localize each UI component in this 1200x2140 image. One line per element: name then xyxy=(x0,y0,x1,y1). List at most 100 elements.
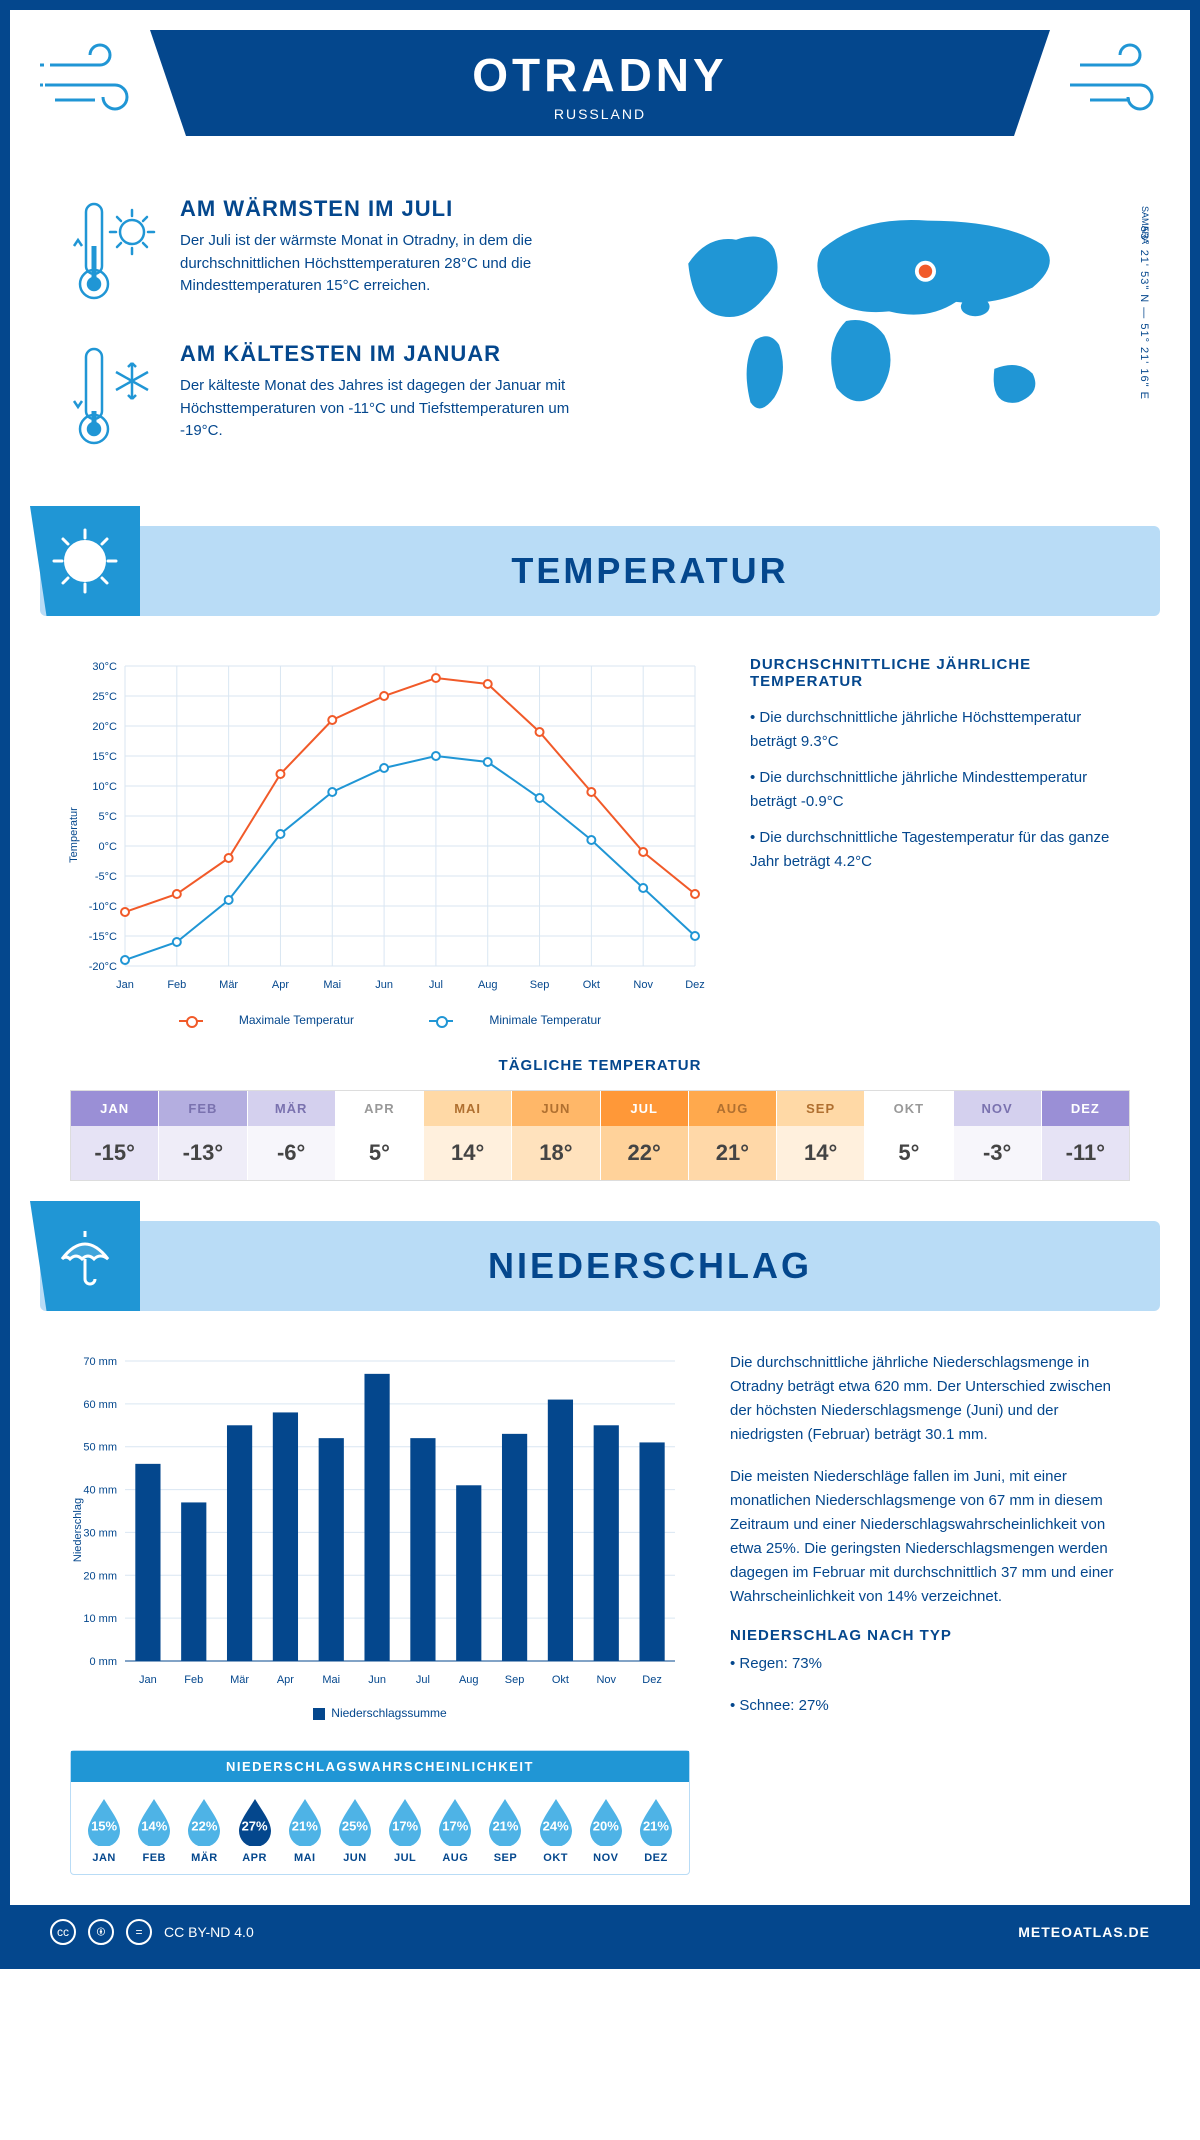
temperature-summary: DURCHSCHNITTLICHE JÄHRLICHE TEMPERATUR •… xyxy=(750,656,1130,1027)
drop-cell: 21%DEZ xyxy=(631,1796,681,1864)
precipitation-title: NIEDERSCHLAG xyxy=(140,1245,1160,1287)
coldest-fact: AM KÄLTESTEN IM JANUAR Der kälteste Mona… xyxy=(70,341,610,456)
license: cc 🅯 = CC BY-ND 4.0 xyxy=(50,1919,254,1945)
svg-text:Jul: Jul xyxy=(416,1674,430,1686)
precipitation-summary: Die durchschnittliche jährliche Niedersc… xyxy=(730,1351,1130,1875)
month-cell: AUG21° xyxy=(689,1091,777,1180)
svg-text:25°C: 25°C xyxy=(92,691,117,703)
svg-text:Sep: Sep xyxy=(505,1674,525,1686)
coordinates: 53° 21' 53" N — 51° 21' 16" E xyxy=(1138,226,1150,400)
footer: cc 🅯 = CC BY-ND 4.0 METEOATLAS.DE xyxy=(10,1905,1190,1959)
precip-type: • Schnee: 27% xyxy=(730,1694,1130,1718)
svg-text:5°C: 5°C xyxy=(99,811,118,823)
svg-text:50 mm: 50 mm xyxy=(83,1442,117,1454)
drop-cell: 21%SEP xyxy=(480,1796,530,1864)
temp-bullet: • Die durchschnittliche jährliche Höchst… xyxy=(750,706,1130,754)
coldest-text: Der kälteste Monat des Jahres ist dagege… xyxy=(180,375,610,443)
month-cell: DEZ-11° xyxy=(1042,1091,1129,1180)
month-cell: FEB-13° xyxy=(159,1091,247,1180)
svg-text:10°C: 10°C xyxy=(92,781,117,793)
svg-text:40 mm: 40 mm xyxy=(83,1485,117,1497)
svg-text:Sep: Sep xyxy=(530,979,550,991)
drop-cell: 21%MAI xyxy=(280,1796,330,1864)
precip-type: • Regen: 73% xyxy=(730,1652,1130,1676)
month-cell: OKT5° xyxy=(865,1091,953,1180)
svg-text:20 mm: 20 mm xyxy=(83,1570,117,1582)
country-name: RUSSLAND xyxy=(150,106,1050,122)
probability-title: NIEDERSCHLAGSWAHRSCHEINLICHKEIT xyxy=(71,1751,689,1782)
svg-text:15°C: 15°C xyxy=(92,751,117,763)
drop-cell: 27%APR xyxy=(230,1796,280,1864)
world-map: SAMARA 53° 21' 53" N — 51° 21' 16" E xyxy=(650,196,1130,486)
precipitation-bar-chart: Niederschlag 0 mm 10 mm 20 mm 30 mm 40 mm 50 … xyxy=(70,1351,690,1696)
temperature-line-chart: Temperatur -20°C -15°C -10°C -5°C 0°C 5°C 10°C… xyxy=(70,656,710,1001)
nd-icon: = xyxy=(126,1919,152,1945)
svg-text:Dez: Dez xyxy=(642,1674,662,1686)
daily-temp-title: TÄGLICHE TEMPERATUR xyxy=(70,1057,1130,1074)
thermometer-sun-icon xyxy=(70,196,160,311)
temp-legend: Maximale Temperatur Minimale Temperatur xyxy=(70,1013,710,1027)
header: OTRADNY RUSSLAND xyxy=(10,10,1190,176)
probability-box: NIEDERSCHLAGSWAHRSCHEINLICHKEIT 15%JAN14… xyxy=(70,1750,690,1875)
svg-text:0 mm: 0 mm xyxy=(90,1656,118,1668)
precip-p2: Die meisten Niederschläge fallen im Juni… xyxy=(730,1465,1130,1609)
svg-text:70 mm: 70 mm xyxy=(83,1356,117,1368)
svg-text:Jun: Jun xyxy=(375,979,393,991)
sun-icon xyxy=(30,506,140,616)
temp-bullet: • Die durchschnittliche jährliche Mindes… xyxy=(750,766,1130,814)
svg-text:10 mm: 10 mm xyxy=(83,1613,117,1625)
svg-text:Mai: Mai xyxy=(323,979,341,991)
warmest-title: AM WÄRMSTEN IM JULI xyxy=(180,196,610,222)
city-name: OTRADNY xyxy=(150,48,1050,102)
cc-icon: cc xyxy=(50,1919,76,1945)
svg-text:Apr: Apr xyxy=(272,979,289,991)
license-text: CC BY-ND 4.0 xyxy=(164,1924,254,1940)
month-cell: JAN-15° xyxy=(71,1091,159,1180)
umbrella-icon xyxy=(30,1201,140,1311)
svg-text:Jul: Jul xyxy=(429,979,443,991)
svg-text:Jan: Jan xyxy=(116,979,134,991)
svg-text:Okt: Okt xyxy=(552,1674,569,1686)
svg-text:Aug: Aug xyxy=(478,979,498,991)
svg-text:20°C: 20°C xyxy=(92,721,117,733)
precip-p1: Die durchschnittliche jährliche Niedersc… xyxy=(730,1351,1130,1447)
drop-cell: 25%JUN xyxy=(330,1796,380,1864)
svg-text:Dez: Dez xyxy=(685,979,705,991)
svg-text:-5°C: -5°C xyxy=(95,871,117,883)
svg-text:Okt: Okt xyxy=(583,979,600,991)
temp-bullet: • Die durchschnittliche Tagestemperatur … xyxy=(750,826,1130,874)
drop-cell: 17%AUG xyxy=(430,1796,480,1864)
svg-text:Feb: Feb xyxy=(167,979,186,991)
drop-cell: 20%NOV xyxy=(581,1796,631,1864)
svg-text:Aug: Aug xyxy=(459,1674,479,1686)
wind-icon xyxy=(1040,40,1160,120)
svg-text:30°C: 30°C xyxy=(92,661,117,673)
month-cell: APR5° xyxy=(336,1091,424,1180)
precip-type-title: NIEDERSCHLAG NACH TYP xyxy=(730,1627,1130,1644)
svg-text:0°C: 0°C xyxy=(99,841,118,853)
svg-text:-15°C: -15°C xyxy=(89,931,117,943)
drop-cell: 22%MÄR xyxy=(179,1796,229,1864)
precipitation-banner: NIEDERSCHLAG xyxy=(40,1221,1160,1311)
thermometer-snow-icon xyxy=(70,341,160,456)
drop-cell: 24%OKT xyxy=(531,1796,581,1864)
svg-text:-10°C: -10°C xyxy=(89,901,117,913)
warmest-fact: AM WÄRMSTEN IM JULI Der Juli ist der wär… xyxy=(70,196,610,311)
month-cell: SEP14° xyxy=(777,1091,865,1180)
temp-y-label: Temperatur xyxy=(68,807,80,863)
precip-legend: Niederschlagssumme xyxy=(70,1706,690,1720)
warmest-text: Der Juli ist der wärmste Monat in Otradn… xyxy=(180,230,610,298)
svg-text:Mai: Mai xyxy=(322,1674,340,1686)
svg-text:Feb: Feb xyxy=(184,1674,203,1686)
svg-text:-20°C: -20°C xyxy=(89,961,117,973)
title-banner: OTRADNY RUSSLAND xyxy=(150,30,1050,136)
svg-text:30 mm: 30 mm xyxy=(83,1527,117,1539)
svg-text:Jun: Jun xyxy=(368,1674,386,1686)
svg-text:Mär: Mär xyxy=(219,979,238,991)
precip-y-label: Niederschlag xyxy=(72,1497,84,1561)
svg-text:Nov: Nov xyxy=(633,979,653,991)
by-icon: 🅯 xyxy=(88,1919,114,1945)
month-cell: JUL22° xyxy=(601,1091,689,1180)
wind-icon xyxy=(40,40,160,120)
month-cell: MAI14° xyxy=(424,1091,512,1180)
